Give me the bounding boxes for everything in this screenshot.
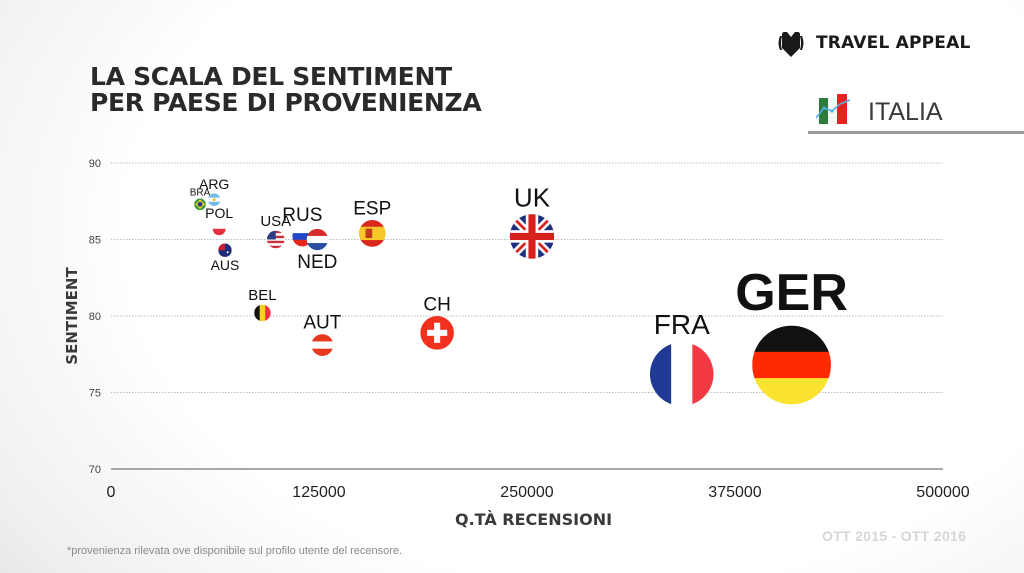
- y-axis-label: SENTIMENT: [63, 267, 81, 365]
- data-label: ESP: [353, 198, 391, 219]
- data-point-fra[interactable]: FRA: [649, 309, 714, 406]
- country-selector[interactable]: ITALIA: [808, 88, 1024, 134]
- data-point-pol[interactable]: POL: [205, 205, 233, 236]
- y-tick-label: 80: [89, 311, 101, 323]
- usa-flag-icon: [266, 230, 285, 249]
- y-tick-label: 90: [89, 158, 101, 170]
- switzerland-flag-icon: [420, 316, 454, 350]
- y-tick-label: 75: [89, 388, 101, 400]
- data-point-rus[interactable]: RUS: [282, 205, 322, 247]
- data-point-bra[interactable]: BRA: [190, 188, 211, 211]
- data-label: POL: [205, 205, 233, 221]
- x-tick-label: 375000: [708, 484, 761, 501]
- data-point-aut[interactable]: AUT: [303, 312, 342, 356]
- x-tick-label: 500000: [916, 484, 969, 501]
- italy-flag-trend-icon: [816, 94, 851, 124]
- x-tick-label: 125000: [292, 484, 345, 501]
- data-point-usa[interactable]: USA: [260, 213, 291, 249]
- data-point-ger[interactable]: GER: [735, 264, 848, 405]
- y-tick-label: 70: [89, 464, 101, 476]
- data-point-esp[interactable]: ESP: [353, 198, 391, 247]
- data-label: GER: [735, 264, 848, 322]
- austria-flag-icon: [311, 334, 334, 356]
- travel-appeal-logo-icon: [778, 32, 804, 57]
- data-label: AUS: [211, 257, 240, 273]
- data-label: NED: [297, 252, 337, 273]
- spain-flag-icon: [358, 220, 386, 247]
- title-line-1: LA SCALA DEL SENTIMENT: [90, 62, 452, 91]
- france-flag-icon: [649, 342, 714, 406]
- data-label: ARG: [199, 176, 229, 192]
- x-axis-label: Q.TÀ RECENSIONI: [455, 510, 613, 529]
- data-point-arg[interactable]: ARG: [199, 176, 229, 207]
- data-point-uk[interactable]: UK: [509, 182, 555, 259]
- x-tick-label: 250000: [500, 484, 553, 501]
- data-point-bel[interactable]: BEL: [248, 287, 277, 322]
- data-label: UK: [514, 182, 551, 212]
- country-underline: [808, 131, 1024, 134]
- data-point-ch[interactable]: CH: [420, 294, 454, 350]
- data-point-aus[interactable]: AUS: [211, 243, 240, 273]
- x-axis-ticks: 0 125000 250000 375000 500000: [107, 484, 970, 501]
- data-point-ned[interactable]: NED: [297, 228, 337, 273]
- netherlands-flag-icon: [306, 228, 329, 251]
- page-title: LA SCALA DEL SENTIMENT PER PAESE DI PROV…: [90, 62, 482, 117]
- data-label: AUT: [303, 312, 341, 333]
- data-label: RUS: [282, 205, 322, 226]
- belgium-flag-icon: [254, 304, 271, 322]
- data-label: FRA: [654, 309, 710, 340]
- title-line-2: PER PAESE DI PROVENIENZA: [90, 88, 482, 117]
- data-label: BRA: [190, 188, 211, 199]
- poland-flag-icon: [212, 222, 226, 236]
- russia-flag-icon: [292, 226, 313, 247]
- brand-name: TRAVEL APPEAL: [816, 33, 971, 53]
- data-label: CH: [423, 294, 450, 315]
- brand-logo: TRAVEL APPEAL: [776, 28, 971, 58]
- date-range: OTT 2015 - OTT 2016: [822, 528, 967, 544]
- data-label: BEL: [248, 287, 276, 304]
- footnote: *provenienza rilevata ove disponibile su…: [67, 545, 403, 557]
- y-axis-ticks: 70 75 80 85 90: [89, 158, 101, 476]
- germany-flag-icon: [752, 325, 831, 405]
- argentina-flag-icon: [207, 193, 221, 207]
- data-label: USA: [260, 213, 291, 230]
- country-name: ITALIA: [868, 98, 943, 126]
- x-tick-label: 0: [107, 484, 116, 501]
- uk-flag-icon: [509, 214, 555, 259]
- australia-flag-icon: [218, 243, 232, 257]
- brazil-flag-icon: [194, 198, 206, 211]
- y-tick-label: 85: [89, 235, 101, 247]
